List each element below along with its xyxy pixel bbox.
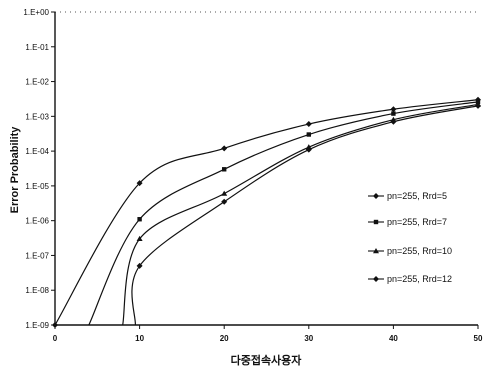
series-4-point <box>305 146 312 153</box>
series-2-point <box>391 111 396 116</box>
y-tick-label: 1.E-02 <box>25 78 49 87</box>
y-tick-label: 1.E-06 <box>25 217 49 226</box>
y-tick-label: 1.E-05 <box>25 182 49 191</box>
series-1-point <box>221 145 228 152</box>
y-tick-label: 1.E-03 <box>25 112 49 121</box>
series-line-1 <box>54 99 479 326</box>
x-axis-label: 다중접속사용자 <box>231 353 303 367</box>
series-4-point <box>390 118 397 125</box>
legend: pn=255, Rrd=5 pn=255, Rrd=7 pn=255, Rrd=10… <box>368 191 452 284</box>
y-tick-label: 1.E-01 <box>25 43 49 52</box>
series-line-2 <box>88 101 479 326</box>
y-tick-label: 1.E+00 <box>23 8 49 17</box>
series-2-point <box>306 132 311 137</box>
legend-swatch-marker <box>373 276 379 282</box>
y-tick-labels: 1.E-09 1.E-08 1.E-07 1.E-06 1.E-05 1.E-04 1.E-… <box>23 8 55 330</box>
x-tick-label: 0 <box>53 334 58 343</box>
series-1-point <box>52 322 58 328</box>
series-4-point <box>475 102 481 109</box>
y-tick-label: 1.E-04 <box>25 147 49 156</box>
y-axis-label: Error Probability <box>9 126 21 214</box>
series-3-point <box>221 190 228 196</box>
legend-label: pn=255, Rrd=7 <box>387 217 447 227</box>
series-4-point <box>221 198 228 205</box>
series-line-4 <box>131 105 479 326</box>
legend-swatch-marker <box>373 193 379 199</box>
y-tick-label: 1.E-07 <box>25 251 49 260</box>
x-tick-label: 30 <box>304 334 313 343</box>
series-1-point <box>305 121 312 128</box>
x-tick-label: 40 <box>389 334 398 343</box>
series-group <box>52 96 481 328</box>
legend-label: pn=255, Rrd=12 <box>387 274 452 284</box>
x-tick-label: 10 <box>135 334 144 343</box>
y-tick-label: 1.E-09 <box>25 321 49 330</box>
x-tick-label: 20 <box>220 334 229 343</box>
legend-swatch-marker <box>373 219 379 225</box>
series-4-point <box>136 262 143 269</box>
series-1-point <box>136 180 143 187</box>
legend-swatch-marker <box>373 248 379 254</box>
series-2-point <box>222 167 227 172</box>
series-line-3 <box>122 103 479 326</box>
y-tick-label: 1.E-08 <box>25 286 49 295</box>
series-2-point <box>137 217 142 222</box>
legend-label: pn=255, Rrd=10 <box>387 246 452 256</box>
x-tick-labels: 0 10 20 30 40 50 <box>53 325 483 343</box>
series-1-point <box>390 106 397 113</box>
legend-label: pn=255, Rrd=5 <box>387 191 447 201</box>
x-tick-label: 50 <box>474 334 483 343</box>
series-3-point <box>136 235 143 242</box>
